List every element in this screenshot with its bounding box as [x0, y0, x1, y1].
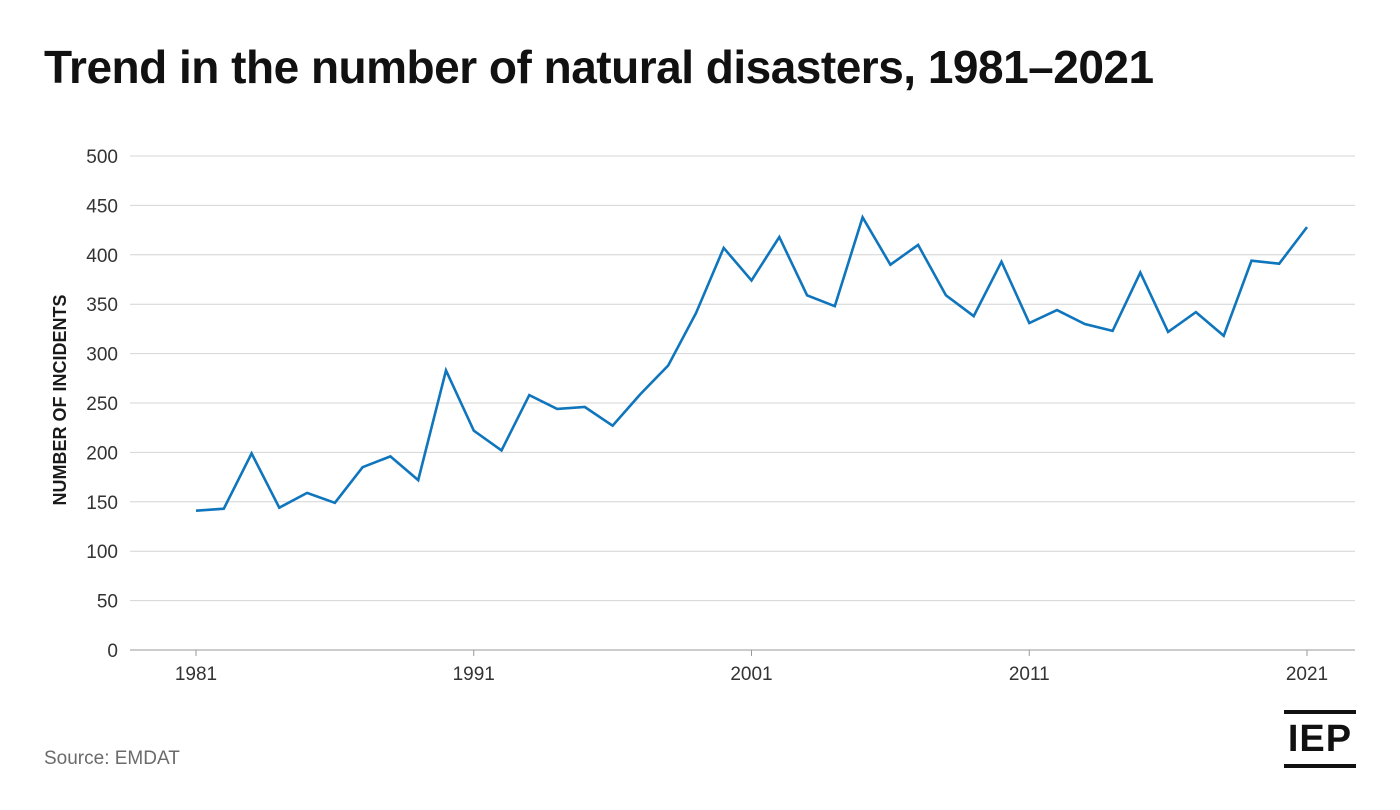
- series-layer: [195, 214, 1309, 512]
- x-tick-label: 2001: [730, 664, 772, 685]
- y-tick-label: 200: [86, 443, 118, 464]
- y-tick-label: 350: [86, 295, 118, 316]
- series-line: [195, 214, 1309, 512]
- gridlines: [130, 155, 1355, 651]
- y-tick-label: 400: [86, 246, 118, 267]
- x-tick-label: 2021: [1286, 664, 1328, 685]
- logo-bottom-rule: [1284, 764, 1356, 768]
- x-tick-label: 1991: [453, 664, 495, 685]
- y-tick-label: 300: [86, 345, 118, 366]
- y-tick-label: 100: [86, 542, 118, 563]
- y-tick-label: 250: [86, 394, 118, 415]
- x-axis-ticks: 1981 1991 2001 2011 2021: [175, 650, 1328, 685]
- y-tick-label: 450: [86, 196, 118, 217]
- x-tick-label: 1981: [175, 664, 217, 685]
- y-axis-label: NUMBER OF INCIDENTS: [50, 295, 70, 506]
- y-tick-label: 50: [97, 592, 118, 613]
- y-axis-ticks: 0 50 100 150 200 250 300 350 400 450 500: [86, 147, 118, 662]
- logo-text: IEP: [1287, 718, 1353, 760]
- chart-title: Trend in the number of natural disasters…: [44, 41, 1154, 93]
- y-tick-label: 150: [86, 493, 118, 514]
- y-tick-label: 0: [107, 641, 118, 662]
- x-tick-label: 2011: [1009, 664, 1050, 685]
- y-tick-label: 500: [86, 147, 118, 168]
- logo-top-rule: [1284, 710, 1356, 714]
- iep-logo: IEP: [1284, 710, 1356, 768]
- source-note: Source: EMDAT: [44, 748, 180, 769]
